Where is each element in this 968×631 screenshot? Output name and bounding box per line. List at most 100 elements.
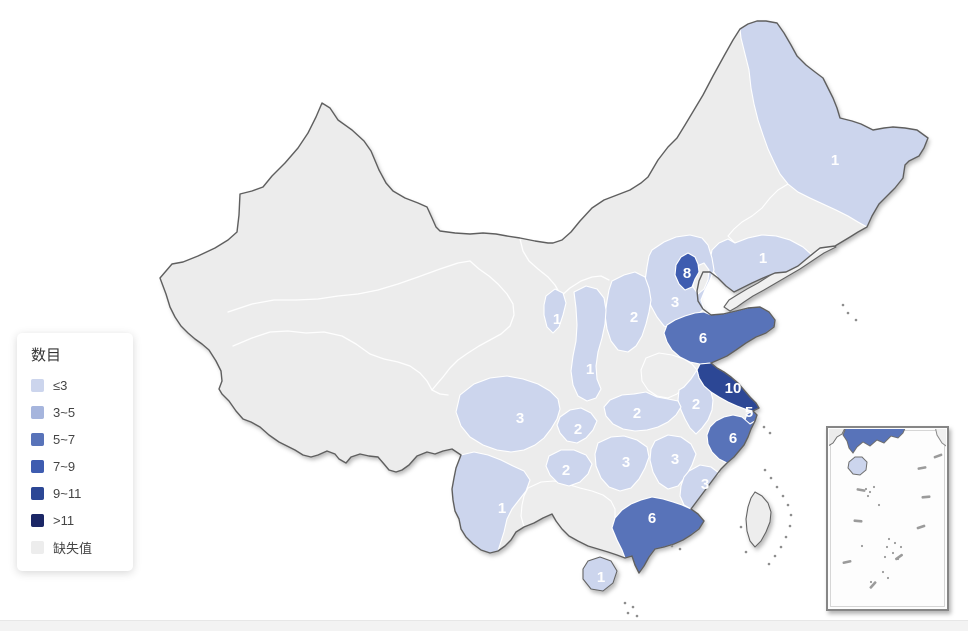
inset-island-dot: [869, 580, 873, 584]
inset-island-dot: [868, 490, 872, 494]
legend-swatch-c5: [31, 487, 44, 500]
label-hebei: 3: [671, 294, 679, 311]
bottom-page-strip: [0, 620, 968, 631]
island-dot: [769, 476, 773, 480]
region-shaanxi[interactable]: [570, 285, 607, 402]
inset-west-land: [829, 429, 846, 446]
island-dot: [784, 535, 788, 539]
label-guangdong: 6: [648, 510, 656, 527]
region-ningxia[interactable]: [543, 288, 567, 334]
inset-island-dot: [891, 551, 895, 555]
inset-island-dot: [881, 570, 885, 574]
island-dot: [635, 614, 639, 618]
nine-dash-segment: [853, 519, 863, 523]
island-dot: [788, 524, 792, 528]
region-hunan[interactable]: [594, 435, 650, 492]
nine-dash-segment: [869, 581, 877, 589]
legend-item-c4[interactable]: 7~9: [31, 453, 133, 480]
legend-swatch-c1: [31, 379, 44, 392]
island-dot: [744, 550, 748, 554]
legend-item-c6[interactable]: >11: [31, 507, 133, 534]
legend-swatch-c6: [31, 514, 44, 527]
inset-island-dot: [885, 545, 889, 549]
island-dot: [678, 547, 682, 551]
island-dot: [854, 318, 858, 322]
inset-island-dot: [893, 541, 897, 545]
inset-hainan: [847, 456, 868, 476]
legend-title: 数目: [31, 347, 62, 364]
legend-card: 数目 ≤3 3~5 5~7 7~9 9~11 >11 缺失值: [17, 333, 133, 571]
label-hunan: 3: [622, 454, 630, 471]
label-jiangsu: 10: [725, 380, 742, 397]
island-dot: [779, 545, 783, 549]
island-dot: [786, 503, 790, 507]
region-hainan[interactable]: [582, 556, 618, 592]
region-taiwan[interactable]: [745, 491, 772, 548]
region-jiangxi[interactable]: [649, 434, 697, 490]
nine-dash-segment: [917, 466, 927, 470]
inset-island-dot: [886, 576, 890, 580]
island-dot: [670, 544, 674, 548]
legend-item-c1[interactable]: ≤3: [31, 372, 133, 399]
label-shaanxi: 1: [586, 361, 594, 378]
island-dot: [623, 601, 627, 605]
legend-label-c6: >11: [53, 513, 75, 528]
south-china-sea-inset: [826, 426, 949, 611]
legend-label-c1: ≤3: [53, 378, 68, 393]
island-dot: [631, 605, 635, 609]
inset-island-dot: [872, 485, 876, 489]
island-dot: [781, 494, 785, 498]
label-beijing: 8: [683, 265, 691, 282]
island-dot: [846, 311, 850, 315]
label-shanxi: 2: [630, 309, 638, 326]
label-hubei: 2: [633, 405, 641, 422]
island-dot: [626, 611, 630, 615]
region-sichuan[interactable]: [455, 375, 561, 453]
region-chongqing[interactable]: [556, 407, 598, 444]
legend-item-c5[interactable]: 9~11: [31, 480, 133, 507]
country-outline: [159, 20, 929, 574]
region-hubei[interactable]: [603, 391, 682, 432]
island-dot: [841, 303, 845, 307]
inset-island-dot: [883, 555, 887, 559]
label-shandong: 6: [699, 330, 707, 347]
label-shanghai: 5: [745, 404, 753, 421]
island-dot: [789, 513, 793, 517]
legend-swatch-missing: [31, 541, 44, 554]
inset-island-dot: [866, 494, 870, 498]
label-anhui: 2: [692, 396, 700, 413]
missing-provinces: [520, 183, 868, 559]
legend-item-missing[interactable]: 缺失值: [31, 534, 133, 561]
offshore-islands: [623, 303, 858, 618]
inset-guangdong: [842, 429, 906, 454]
legend-item-c3[interactable]: 5~7: [31, 426, 133, 453]
island-dot: [763, 468, 767, 472]
label-jiangxi: 3: [671, 451, 679, 468]
inset-island-dot: [877, 503, 881, 507]
legend-swatch-c4: [31, 460, 44, 473]
region-beijing[interactable]: [674, 252, 700, 291]
region-anhui[interactable]: [677, 369, 714, 435]
inset-island-dot: [899, 545, 903, 549]
nine-dash-segment: [856, 488, 866, 492]
nine-dash-segment: [921, 495, 931, 499]
region-guizhou[interactable]: [545, 449, 593, 487]
island-dot: [767, 562, 771, 566]
label-chongqing: 2: [574, 421, 582, 438]
inset-island-dot: [896, 557, 900, 561]
inset-island-dot: [887, 537, 891, 541]
label-guizhou: 2: [562, 462, 570, 479]
label-liaoning: 1: [759, 250, 767, 267]
legend-item-c2[interactable]: 3~5: [31, 399, 133, 426]
island-dot: [775, 485, 779, 489]
colored-provinces: [451, 20, 929, 574]
nine-dash-segment: [933, 453, 943, 459]
label-fujian: 3: [701, 476, 709, 493]
nine-dash-segment: [842, 559, 852, 565]
legend-swatch-c3: [31, 433, 44, 446]
label-ningxia: 1: [553, 311, 561, 328]
nine-dash-segment: [916, 524, 926, 530]
